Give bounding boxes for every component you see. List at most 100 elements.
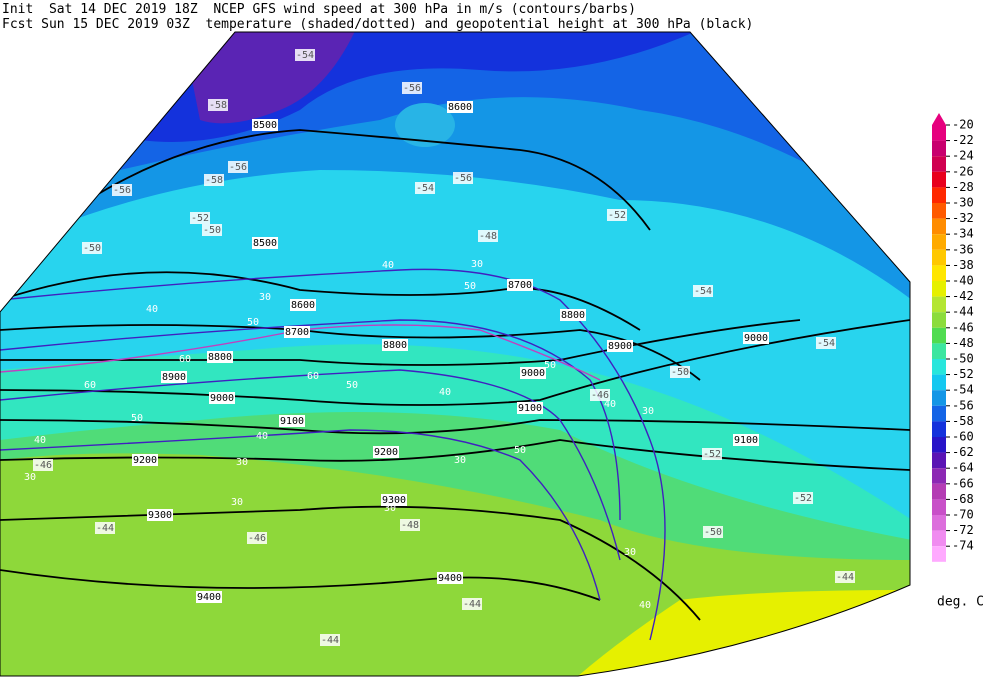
colorbar-arrow [932,113,946,125]
colorbar-label: -70 [952,508,974,522]
height-label: 8800 [383,340,407,351]
height-label: 9100 [518,403,542,414]
temp-label: -54 [694,286,712,297]
wind-label: 30 [384,503,396,514]
label-box [320,634,340,646]
band [395,103,455,147]
height-label: 9000 [521,368,545,379]
wind-label: 50 [544,360,556,371]
wind-contours [0,268,666,641]
colorbar-label: -40 [952,274,974,288]
temp-label: -54 [416,183,434,194]
wind-label: 30 [259,292,271,303]
temp-label: -48 [479,231,497,242]
label-box [703,526,723,538]
wind-label: 40 [639,600,651,611]
colorbar-label: -72 [952,523,974,537]
label-box [373,446,399,458]
height-label: 8700 [285,327,309,338]
temp-label: -54 [817,338,835,349]
wind-label: 40 [146,304,158,315]
label-box [132,454,158,466]
colorbar: -20-22-24-26-28-30-32-34-36-38-40-42-44-… [932,113,974,562]
colorbar-unit: deg. C [937,595,984,610]
height-label: 8900 [162,372,186,383]
label-box [95,522,115,534]
label-box [290,299,316,311]
label-box [382,339,408,351]
colorbar-label: -24 [952,149,974,163]
wind-label: 30 [231,497,243,508]
label-box [207,351,233,363]
colorbar-label: -54 [952,383,974,397]
labels: 8500 8500 8600 8600 8700 8700 8800 8800 8800 8900… [24,49,855,646]
height-label: 9300 [382,495,406,506]
colorbar-label: -22 [952,133,974,147]
label-box [590,389,610,401]
label-box [284,326,310,338]
colorbar-swatch [932,187,946,203]
height-label: 8600 [291,300,315,311]
colorbar-label: -60 [952,430,974,444]
temp-label: -50 [83,243,101,254]
wind-label: 50 [346,380,358,391]
temp-label: -44 [836,572,854,583]
wind-label: 40 [439,387,451,398]
colorbar-swatch [932,437,946,453]
colorbar-swatch [932,343,946,359]
colorbar-label: -46 [952,320,974,334]
wind-label: 30 [454,455,466,466]
temp-label: -46 [34,460,52,471]
temp-label: -52 [608,210,626,221]
height-label: 9200 [374,447,398,458]
wind-label: 40 [34,435,46,446]
header-line: Init Sat 14 DEC 2019 18Z NCEP GFS wind s… [2,2,636,17]
label-box [252,237,278,249]
colorbar-swatch [932,265,946,281]
label-box [693,285,713,297]
colorbar-swatch [932,156,946,172]
colorbar-swatch [932,327,946,344]
colorbar-swatch [932,249,946,266]
colorbar-label: -28 [952,180,974,194]
height-label: 9400 [438,573,462,584]
label-box [453,172,473,184]
label-box [112,184,132,196]
wind-label: 60 [179,354,191,365]
label-box [209,392,235,404]
wind-label: 50 [131,413,143,424]
colorbar-label: -68 [952,492,974,506]
temp-label: -44 [321,635,339,646]
label-box [743,332,769,344]
wind-label: 30 [236,457,248,468]
colorbar-label: -66 [952,476,974,490]
temp-label: -56 [454,173,472,184]
temp-label: -52 [191,213,209,224]
wind-label: 40 [604,399,616,410]
temp-label: -50 [671,367,689,378]
label-box [82,242,102,254]
colorbar-label: -44 [952,305,974,319]
colorbar-swatch [932,515,946,531]
colorbar-label: -32 [952,211,974,225]
label-box [252,119,278,131]
height-label: 9400 [197,592,221,603]
temp-label: -44 [96,523,114,534]
temp-label: -54 [296,50,314,61]
colorbar-label: -38 [952,258,974,272]
label-box [702,448,722,460]
colorbar-label: -64 [952,461,974,475]
height-label: 9300 [148,510,172,521]
height-label: 8800 [561,310,585,321]
height-label: 9000 [210,393,234,404]
colorbar-label: -26 [952,164,974,178]
label-box [670,366,690,378]
temp-label: -46 [248,533,266,544]
wind-label: 30 [642,406,654,417]
temp-label: -48 [401,520,419,531]
label-box [733,434,759,446]
label-box [462,598,482,610]
label-box [607,209,627,221]
height-label: 9100 [734,435,758,446]
colorbar-swatch [932,530,946,547]
